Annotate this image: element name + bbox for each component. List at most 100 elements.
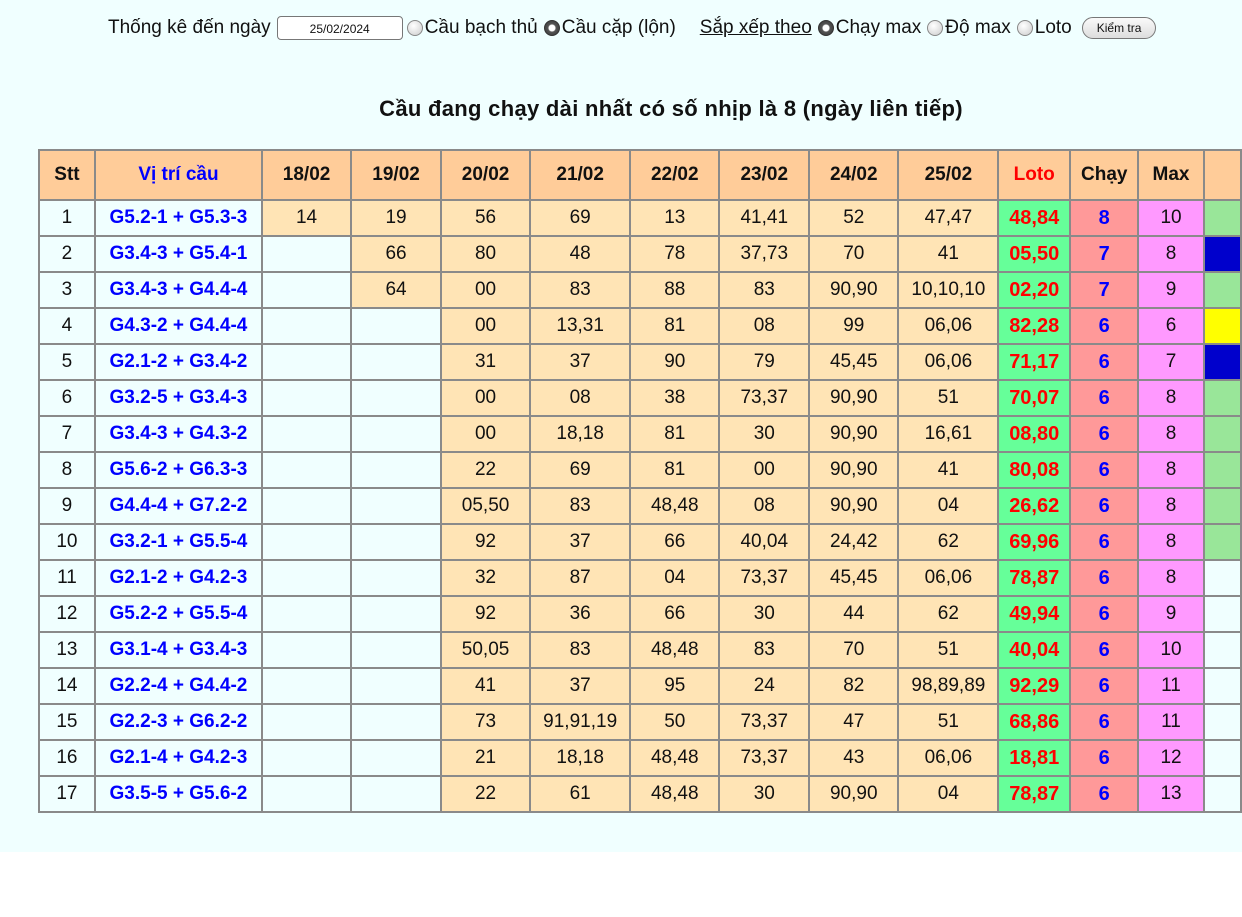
max-cell: 11 — [1137, 667, 1205, 705]
radio-icon[interactable] — [406, 20, 423, 36]
column-header: 19/02 — [350, 149, 443, 201]
day-cell: 48 — [529, 235, 632, 273]
max-cell: 12 — [1137, 739, 1205, 777]
day-cell: 81 — [629, 451, 721, 489]
run-cell: 7 — [1068, 235, 1140, 273]
radio-sort-do-max[interactable]: Độ max — [927, 17, 1011, 39]
radio-sort-chay-max[interactable]: Chạy max — [817, 17, 921, 39]
run-cell: 6 — [1068, 307, 1140, 345]
extra-cell — [1202, 199, 1242, 237]
extra-cell — [1202, 487, 1242, 525]
day-cell — [261, 235, 353, 273]
radio-icon[interactable] — [1016, 20, 1033, 36]
position-cell: G3.2-1 + G5.5-4 — [93, 523, 264, 561]
day-cell: 62 — [897, 595, 1000, 633]
day-cell: 81 — [629, 307, 721, 345]
day-cell: 83 — [529, 631, 632, 669]
stt-cell: 16 — [38, 739, 96, 777]
day-cell: 95 — [629, 667, 721, 705]
day-cell — [261, 523, 353, 561]
max-cell: 8 — [1137, 451, 1205, 489]
run-cell: 6 — [1068, 415, 1140, 453]
filter-bar: Thống kê đến ngày 25/02/2024 Cầu bạch th… — [108, 16, 1157, 40]
day-cell: 83 — [718, 271, 811, 309]
run-cell: 6 — [1068, 739, 1140, 777]
radio-sort-loto[interactable]: Loto — [1016, 17, 1072, 39]
stt-cell: 12 — [38, 595, 96, 633]
day-cell: 90,90 — [808, 775, 900, 813]
stt-cell: 4 — [38, 307, 96, 345]
day-cell: 06,06 — [897, 739, 1000, 777]
day-cell: 04 — [629, 559, 721, 597]
check-button[interactable]: Kiểm tra — [1081, 17, 1157, 39]
day-cell: 90,90 — [808, 487, 900, 525]
extra-cell — [1202, 631, 1242, 669]
table-row: 2 G3.4-3 + G5.4-1 66 80 48 78 37,73 70 41 05,50 7 8 — [38, 235, 1242, 273]
loto-cell: 70,07 — [997, 379, 1071, 417]
day-cell: 83 — [529, 487, 632, 525]
radio-icon[interactable] — [927, 20, 944, 36]
day-cell: 13,31 — [529, 307, 632, 345]
day-cell: 05,50 — [440, 487, 532, 525]
day-cell — [261, 559, 353, 597]
day-cell: 73,37 — [718, 559, 811, 597]
table-row: 16 G2.1-4 + G4.2-3 21 18,18 48,48 73,37 43 06,0… — [38, 739, 1242, 777]
day-cell: 37 — [529, 343, 632, 381]
radio-cau-cap[interactable]: Cầu cặp (lộn) — [543, 17, 676, 39]
day-cell: 24,42 — [808, 523, 900, 561]
day-cell: 00 — [718, 451, 811, 489]
radio-label: Loto — [1034, 17, 1072, 38]
extra-cell — [1202, 775, 1242, 813]
radio-selected-icon[interactable] — [543, 20, 560, 36]
radio-selected-icon[interactable] — [817, 20, 834, 36]
max-cell: 7 — [1137, 343, 1205, 381]
run-cell: 6 — [1068, 523, 1140, 561]
extra-cell — [1202, 343, 1242, 381]
day-cell — [350, 739, 443, 777]
day-cell: 66 — [629, 595, 721, 633]
loto-cell: 92,29 — [997, 667, 1071, 705]
day-cell — [261, 667, 353, 705]
day-cell: 48,48 — [629, 631, 721, 669]
day-cell — [350, 343, 443, 381]
day-cell: 00 — [440, 415, 532, 453]
day-cell: 43 — [808, 739, 900, 777]
day-cell — [261, 775, 353, 813]
position-cell: G3.4-3 + G5.4-1 — [93, 235, 264, 273]
stt-cell: 17 — [38, 775, 96, 813]
day-cell: 66 — [350, 235, 443, 273]
day-cell — [350, 703, 443, 741]
day-cell: 06,06 — [897, 559, 1000, 597]
day-cell: 04 — [897, 487, 1000, 525]
day-cell: 47 — [808, 703, 900, 741]
day-cell: 52 — [808, 199, 900, 237]
max-cell: 8 — [1137, 523, 1205, 561]
stt-cell: 1 — [38, 199, 96, 237]
day-cell: 98,89,89 — [897, 667, 1000, 705]
day-cell: 41 — [897, 235, 1000, 273]
extra-cell — [1202, 451, 1242, 489]
day-cell: 50 — [629, 703, 721, 741]
extra-cell — [1202, 559, 1242, 597]
table-row: 3 G3.4-3 + G4.4-4 64 00 83 88 83 90,90 10,10,10 0… — [38, 271, 1242, 309]
date-input[interactable]: 25/02/2024 — [276, 16, 403, 40]
column-header: 24/02 — [808, 149, 900, 201]
day-cell: 00 — [440, 271, 532, 309]
day-cell: 78 — [629, 235, 721, 273]
stt-cell: 14 — [38, 667, 96, 705]
day-cell — [261, 631, 353, 669]
table-row: 7 G3.4-3 + G4.3-2 00 18,18 81 30 90,90 16,61 08,… — [38, 415, 1242, 453]
loto-cell: 71,17 — [997, 343, 1071, 381]
column-header: 21/02 — [529, 149, 632, 201]
day-cell — [261, 739, 353, 777]
day-cell: 88 — [629, 271, 721, 309]
day-cell: 51 — [897, 703, 1000, 741]
header-row: Stt Vị trí cầu 18/02 19/02 20/02 21/02 22/02 23… — [38, 149, 1242, 201]
radio-label: Độ max — [945, 17, 1011, 38]
stt-cell: 13 — [38, 631, 96, 669]
column-header: Max — [1137, 149, 1205, 201]
column-header: Stt — [38, 149, 96, 201]
run-cell: 6 — [1068, 595, 1140, 633]
radio-cau-bach-thu[interactable]: Cầu bạch thủ — [406, 17, 538, 39]
position-cell: G5.2-2 + G5.5-4 — [93, 595, 264, 633]
